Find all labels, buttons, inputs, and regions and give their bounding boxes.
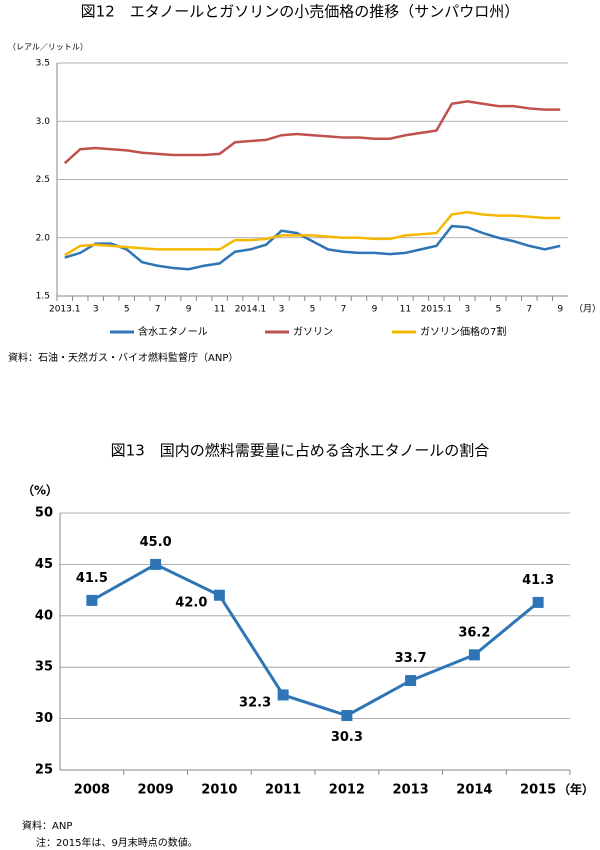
x-tick-label: 2008 — [74, 783, 110, 798]
y-tick-label: 2.5 — [36, 175, 50, 185]
x-tick-label: 9 — [557, 305, 563, 315]
x-tick-label: 11 — [214, 305, 225, 315]
series-line — [64, 224, 561, 271]
x-tick-label: 7 — [341, 305, 347, 315]
x-tick-label: 9 — [372, 305, 378, 315]
x-tick-label: 7 — [526, 305, 532, 315]
x-tick-label: 2010 — [201, 783, 237, 798]
note: 注：2015年は、9月末時点の数値。 — [36, 836, 198, 849]
marker — [86, 594, 98, 606]
source: 資料：石油・天然ガス・バイオ燃料監督庁（ANP） — [8, 351, 238, 364]
legend-label: ガソリン — [293, 326, 333, 338]
x-tick-label: 5 — [124, 305, 130, 315]
series-line — [63, 100, 561, 165]
legend-label: 含水エタノール — [138, 325, 208, 338]
x-tick-label: 7 — [155, 305, 161, 315]
chart-title: 図12 エタノールとガソリンの小売価格の推移（サンパウロ州） — [81, 3, 520, 21]
source: 資料：ANP — [22, 819, 72, 832]
x-tick-label: 2012 — [329, 783, 365, 798]
x-tick-label: 3 — [93, 305, 99, 315]
marker — [532, 596, 544, 608]
x-tick-label: 5 — [495, 305, 501, 315]
x-tick-label: 2014.1 — [235, 305, 267, 315]
series-line — [91, 562, 540, 718]
x-tick-label: 2011 — [265, 783, 301, 798]
x-tick-label: 2014 — [456, 783, 492, 798]
data-label: 33.7 — [395, 651, 427, 666]
x-tick-label: 3 — [279, 305, 285, 315]
marker — [213, 589, 225, 601]
y-tick-label: 45 — [35, 557, 53, 572]
data-label: 42.0 — [175, 596, 207, 611]
x-tick-label: 5 — [310, 305, 316, 315]
data-label: 32.3 — [239, 695, 271, 710]
marker — [405, 675, 417, 687]
y-tick-label: 3.0 — [36, 117, 51, 127]
y-tick-label: 30 — [35, 711, 53, 726]
data-label: 41.5 — [76, 571, 108, 586]
x-tick-label: 2015 — [520, 783, 556, 798]
marker — [468, 649, 480, 661]
data-label: 45.0 — [140, 535, 172, 550]
y-axis-label: （%） — [22, 483, 58, 498]
marker — [277, 689, 289, 701]
x-tick-label: 2015.1 — [421, 305, 453, 315]
data-label: 30.3 — [331, 730, 363, 745]
y-tick-label: 2.0 — [36, 233, 51, 243]
series-line — [64, 210, 561, 257]
data-label: 41.3 — [522, 573, 554, 588]
marker — [150, 558, 162, 570]
x-tick-label: 2013.1 — [49, 305, 81, 315]
chart-title: 図13 国内の燃料需要量に占める含水エタノールの割合 — [111, 442, 490, 460]
y-tick-label: 35 — [35, 660, 53, 675]
y-tick-label: 25 — [35, 763, 53, 778]
x-tick-label: 2009 — [138, 783, 174, 798]
x-tick-label: 9 — [186, 305, 192, 315]
y-tick-label: 3.5 — [36, 59, 50, 69]
y-axis-label: （レアル／リットル） — [8, 43, 88, 52]
marker — [341, 710, 353, 722]
x-axis-label: （年） — [558, 782, 594, 797]
y-tick-label: 50 — [35, 506, 53, 521]
x-tick-label: 11 — [400, 305, 411, 315]
x-axis-label: （月） — [574, 304, 600, 315]
data-label: 36.2 — [458, 625, 490, 640]
x-tick-label: 3 — [464, 305, 470, 315]
legend-label: ガソリン価格の7割 — [420, 325, 506, 338]
y-tick-label: 40 — [35, 608, 53, 623]
y-tick-label: 1.5 — [36, 292, 50, 302]
x-tick-label: 2013 — [393, 783, 429, 798]
